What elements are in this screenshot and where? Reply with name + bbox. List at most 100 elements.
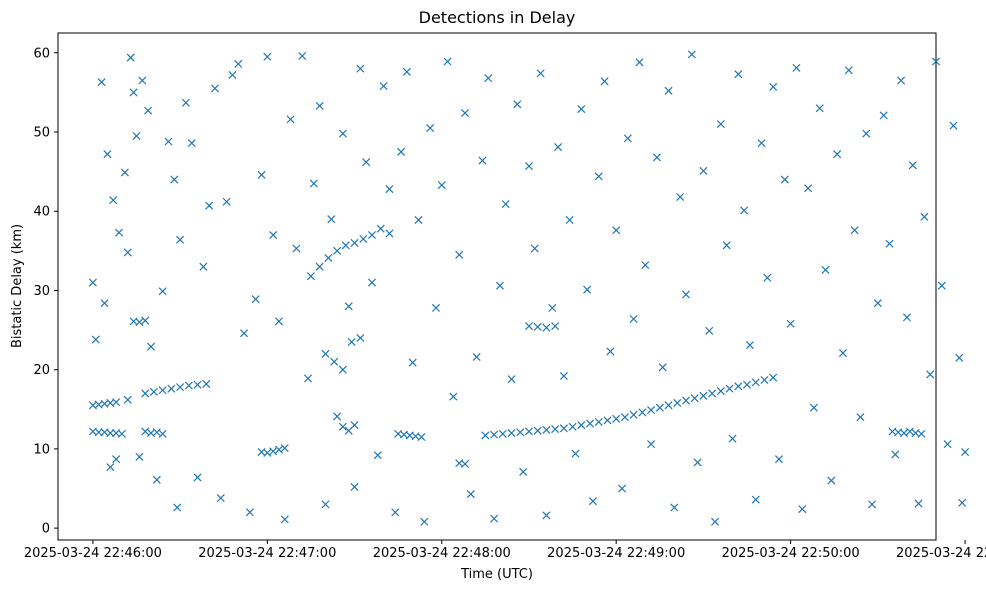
data-point-marker [269, 447, 278, 456]
data-point-marker [315, 101, 324, 110]
data-point-marker [129, 88, 138, 97]
data-point-marker [356, 333, 365, 343]
data-point-marker [551, 425, 560, 434]
data-point-marker [280, 515, 289, 524]
data-point-marker [205, 201, 214, 210]
data-point-marker [350, 482, 359, 491]
data-point-marker [298, 51, 307, 60]
data-point-marker [897, 76, 906, 85]
data-point-marker [594, 417, 603, 426]
data-point-marker [603, 416, 612, 425]
data-point-marker [620, 413, 629, 422]
data-point-marker [908, 161, 917, 170]
data-point-marker [385, 185, 394, 194]
data-point-marker [167, 384, 176, 393]
data-point-marker [251, 295, 260, 304]
data-point-marker [306, 272, 315, 281]
data-point-marker [690, 394, 699, 403]
data-point-marker [495, 281, 504, 290]
data-point-marker [216, 493, 225, 503]
data-point-marker [740, 206, 749, 215]
data-point-marker [699, 391, 708, 400]
data-point-marker [673, 398, 682, 407]
data-point-marker [498, 429, 507, 438]
data-point-marker [568, 422, 577, 431]
data-point-marker [304, 374, 313, 383]
data-point-marker [274, 445, 283, 454]
data-point-marker [158, 429, 167, 438]
y-tick-label: 50 [33, 126, 50, 141]
data-point-marker [513, 100, 522, 109]
data-point-marker [676, 192, 685, 202]
data-point-marker [862, 129, 871, 138]
data-point-marker [176, 235, 185, 244]
x-tick-label: 2025-03-24 22:46:00 [24, 546, 162, 561]
data-point-marker [324, 253, 333, 263]
data-point-marker [274, 317, 283, 326]
data-point-marker [420, 517, 429, 526]
data-point-marker [123, 395, 132, 404]
data-point-marker [530, 244, 539, 253]
data-point-marker [594, 172, 603, 181]
data-point-marker [774, 455, 784, 464]
y-tick-label: 0 [42, 522, 50, 537]
data-point-marker [524, 322, 534, 331]
chart-title: Detections in Delay [419, 8, 576, 27]
data-point-marker [809, 403, 818, 412]
data-point-marker [123, 248, 132, 257]
data-point-marker [443, 57, 452, 66]
x-tick-label: 2025-03-24 22:47:00 [198, 546, 336, 561]
data-point-marker [670, 503, 679, 512]
data-point-marker [722, 241, 731, 250]
data-point-marker [292, 244, 301, 253]
data-point-marker [222, 197, 231, 206]
data-point-marker [629, 314, 638, 324]
data-point-marker [711, 517, 720, 526]
data-point-marker [524, 427, 534, 436]
data-point-marker [327, 215, 336, 224]
data-point-marker [516, 428, 525, 437]
data-point-marker [240, 329, 249, 338]
data-point-marker [333, 246, 342, 255]
data-point-marker [490, 514, 499, 523]
data-point-marker [780, 175, 789, 184]
x-tick-label: 2025-03-24 22:49:00 [547, 546, 685, 561]
data-point-marker [126, 53, 135, 62]
data-point-marker [132, 131, 141, 141]
data-point-marker [827, 476, 836, 485]
data-point-marker [949, 121, 958, 130]
data-point-marker [519, 467, 528, 476]
data-point-marker [106, 429, 115, 438]
data-point-marker [176, 383, 185, 392]
data-point-marker [187, 139, 196, 148]
data-point-marker [533, 322, 542, 331]
data-point-marker [612, 414, 621, 423]
data-point-marker [490, 430, 499, 439]
data-point-marker [350, 421, 359, 430]
data-point-marker [385, 229, 394, 238]
data-point-marker [367, 278, 377, 287]
data-point-marker [664, 86, 673, 95]
data-point-marker [280, 444, 289, 453]
data-point-marker [466, 490, 475, 499]
data-point-marker [844, 66, 853, 75]
x-tick-label: 2025-03-24 22:48:00 [373, 546, 511, 561]
data-point-marker [804, 184, 813, 193]
data-point-marker [112, 455, 121, 464]
data-point-marker [103, 150, 112, 159]
data-point-marker [321, 500, 330, 509]
data-point-marker [725, 384, 734, 393]
data-point-marker [769, 373, 778, 382]
data-point-marker [88, 278, 97, 287]
data-point-marker [97, 78, 106, 87]
data-point-marker [751, 378, 760, 387]
data-point-marker [373, 451, 382, 460]
data-point-marker [879, 111, 888, 120]
data-point-marker [961, 448, 970, 457]
data-point-marker [402, 67, 411, 76]
data-point-marker [958, 498, 967, 507]
data-point-marker [955, 353, 964, 362]
data-point-marker [917, 429, 926, 438]
data-point-marker [437, 181, 446, 190]
data-point-marker [838, 349, 847, 358]
